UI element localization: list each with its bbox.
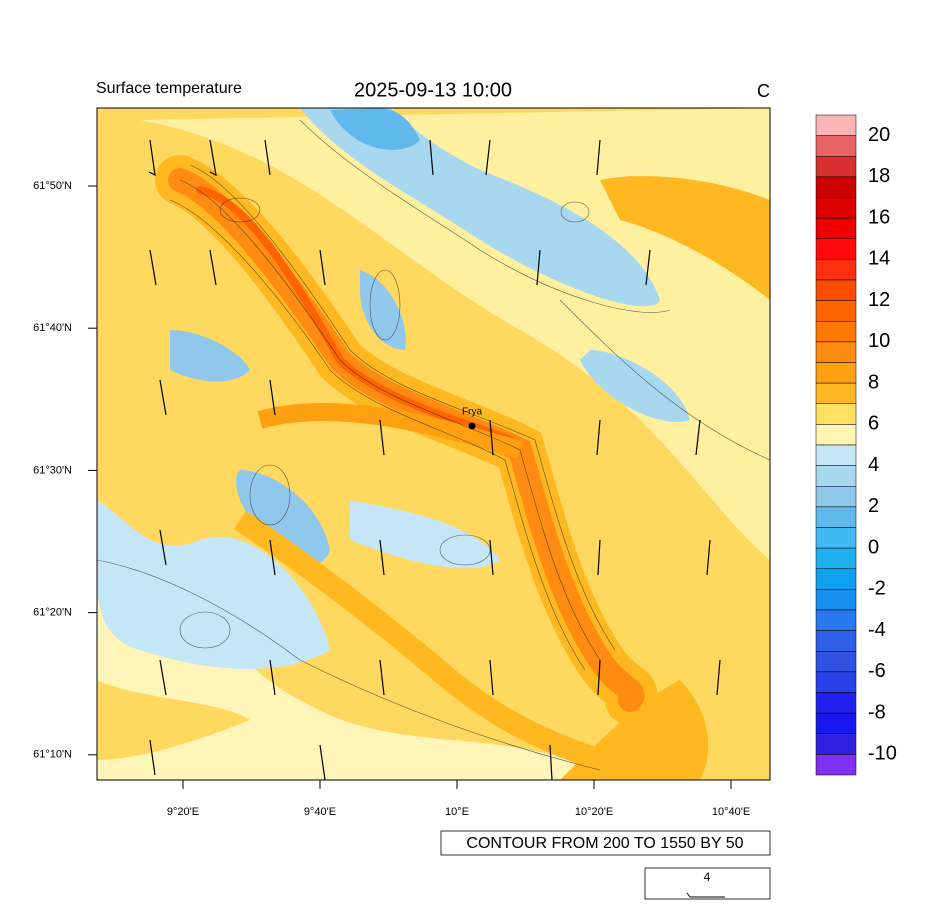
colorbar-box [815, 754, 857, 776]
colorbar-box [815, 135, 857, 157]
colorbar-box [815, 630, 857, 652]
colorbar-box [815, 341, 857, 363]
colorbar-box [815, 465, 857, 487]
lat-tick-label: 61°10'N [33, 749, 72, 761]
colorbar-box [815, 506, 857, 528]
colorbar-box [815, 671, 857, 693]
colorbar-box [815, 403, 857, 425]
lon-tick-label: 9°20'E [167, 806, 199, 818]
contour-info-box [440, 830, 771, 856]
station-marker [468, 422, 476, 430]
colorbar-box [815, 444, 857, 466]
map-frame [96, 107, 771, 781]
wind-reference-vector [686, 892, 725, 898]
title-right: C [757, 81, 770, 101]
lon-tick-label: 10°20'E [575, 806, 613, 818]
colorbar-box [815, 651, 857, 673]
colorbar-label: 10 [868, 330, 890, 352]
colorbar-box [815, 382, 857, 404]
colorbar-box [815, 114, 857, 136]
colorbar-label: 16 [868, 206, 890, 228]
lat-tick-label: 61°30'N [33, 464, 72, 476]
colorbar-box [815, 424, 857, 446]
colorbar-box [815, 238, 857, 260]
colorbar-box [815, 589, 857, 611]
colorbar-label: 2 [868, 495, 879, 517]
contour-info: CONTOUR FROM 200 TO 1550 BY 50 [466, 835, 743, 852]
colorbar-box [815, 527, 857, 549]
colorbar-label: 18 [868, 165, 890, 187]
lon-tick-label: 10°40'E [712, 806, 750, 818]
wind-reference-box [644, 867, 771, 900]
lat-tick-label: 61°40'N [33, 322, 72, 334]
colorbar-box [815, 300, 857, 322]
colorbar-box [815, 692, 857, 714]
colorbar-box [815, 197, 857, 219]
colorbar-box [815, 176, 857, 198]
colorbar-label: 14 [868, 248, 890, 270]
colorbar-label: -10 [868, 743, 897, 765]
title-left: Surface temperature [96, 80, 242, 97]
colorbar-box [815, 486, 857, 508]
lat-tick-label: 61°50'N [33, 180, 72, 192]
colorbar-label: -4 [868, 619, 886, 641]
lat-axis: 61°50'N 61°40'N 61°30'N 61°20'N 61°10'N [33, 180, 97, 761]
colorbar-box [815, 712, 857, 734]
lon-axis: 9°20'E 9°40'E 10°E 10°20'E 10°40'E [167, 780, 750, 818]
lat-tick-label: 61°20'N [33, 607, 72, 619]
wind-reference-label: 4 [704, 870, 711, 884]
colorbar-label: 6 [868, 413, 879, 435]
lon-tick-label: 9°40'E [304, 806, 336, 818]
colorbar-box [815, 568, 857, 590]
colorbar-label: 20 [868, 124, 890, 146]
colorbar-box [815, 547, 857, 569]
colorbar-label: 8 [868, 371, 879, 393]
lon-tick-label: 10°E [445, 806, 469, 818]
colorbar-box [815, 362, 857, 384]
colorbar-label: 12 [868, 289, 890, 311]
colorbar-label: -2 [868, 578, 886, 600]
colorbar-label: 4 [868, 454, 879, 476]
title-center: 2025-09-13 10:00 [354, 79, 512, 101]
colorbar-label: -8 [868, 701, 886, 723]
temperature-field [97, 108, 770, 780]
colorbar-box [815, 156, 857, 178]
colorbar-box [815, 609, 857, 631]
colorbar-box [815, 279, 857, 301]
colorbar-box [815, 733, 857, 755]
colorbar-box [815, 259, 857, 281]
colorbar-box [815, 217, 857, 239]
colorbar-label: -6 [868, 660, 886, 682]
station-label: Frya [462, 407, 482, 418]
colorbar-label: 0 [868, 536, 879, 558]
colorbar-box [815, 321, 857, 343]
